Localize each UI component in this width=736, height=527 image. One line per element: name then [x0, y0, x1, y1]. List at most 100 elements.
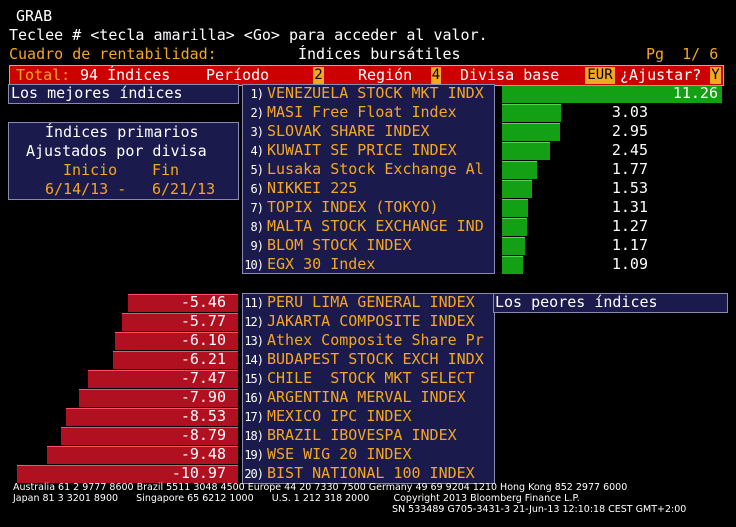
- index-row[interactable]: 19) WSE WIG 20 INDEX: [243, 445, 412, 464]
- gain-value: 1.77: [611, 160, 648, 178]
- period-label: Período: [206, 66, 270, 84]
- row-number: 11): [244, 296, 264, 310]
- worst-label: Los peores índices: [495, 293, 658, 311]
- region-field[interactable]: 4: [431, 67, 441, 84]
- best-list: 1) VENEZUELA STOCK MKT INDX 2) MASI Free Fl…: [242, 84, 495, 274]
- index-row[interactable]: 20) BIST NATIONAL 100 INDEX: [243, 464, 474, 483]
- total-value: 94 Índices: [80, 66, 171, 84]
- row-number: 19): [244, 448, 264, 462]
- index-row[interactable]: 3) SLOVAK SHARE INDEX: [243, 122, 430, 141]
- index-row[interactable]: 8) MALTA STOCK EXCHANGE IND: [243, 217, 484, 236]
- index-row[interactable]: 5) Lusaka Stock Exchange Al: [243, 160, 484, 179]
- end-label: Fin: [152, 161, 180, 179]
- index-name: ARGENTINA MERVAL INDEX: [267, 388, 466, 406]
- gain-value: 1.17: [611, 236, 648, 254]
- index-name: BUDAPEST STOCK EXCH INDX: [267, 350, 484, 368]
- loss-bar: [113, 351, 238, 369]
- toolbar: Total: 94 Índices Período 2 Región 4 Div…: [9, 65, 724, 86]
- index-row[interactable]: 10) EGX 30 Index: [243, 255, 375, 274]
- index-row[interactable]: 15) CHILE STOCK MKT SELECT: [243, 369, 475, 388]
- total-label: Total:: [16, 66, 71, 84]
- row-number: 7): [250, 201, 264, 215]
- worst-label-box: Los peores índices: [493, 293, 728, 313]
- gain-bar: [502, 85, 722, 103]
- index-row[interactable]: 14) BUDAPEST STOCK EXCH INDX: [243, 350, 484, 369]
- index-name: WSE WIG 20 INDEX: [267, 445, 412, 463]
- row-number: 20): [244, 467, 264, 481]
- gain-value: 1.31: [611, 198, 648, 216]
- row-number: 12): [244, 315, 264, 329]
- worst-list: 11) PERU LIMA GENERAL INDEX 12) JAKARTA COM…: [242, 293, 495, 484]
- loss-value: -5.46: [180, 293, 226, 311]
- index-row[interactable]: 9) BLOM STOCK INDEX: [243, 236, 412, 255]
- page-indicator: Pg 1/ 6: [646, 45, 719, 63]
- gain-value: 2.95: [611, 122, 648, 140]
- gain-value: 2.45: [611, 141, 648, 159]
- index-row[interactable]: 16) ARGENTINA MERVAL INDEX: [243, 388, 466, 407]
- index-name: Athex Composite Share Pr: [267, 331, 484, 349]
- app-title: GRAB: [16, 7, 53, 25]
- gain-value: 11.26: [672, 84, 718, 102]
- loss-bar: [88, 370, 238, 388]
- loss-value: -6.10: [180, 331, 226, 349]
- loss-value: -7.47: [180, 369, 226, 387]
- index-name: Lusaka Stock Exchange Al: [267, 160, 484, 178]
- index-row[interactable]: 7) TOPIX INDEX (TOKYO): [243, 198, 439, 217]
- loss-value: -5.77: [180, 312, 226, 330]
- index-name: CHILE STOCK MKT SELECT: [267, 369, 475, 387]
- index-name: BLOM STOCK INDEX: [267, 236, 412, 254]
- index-row[interactable]: 12) JAKARTA COMPOSITE INDEX: [243, 312, 474, 331]
- row-number: 8): [250, 220, 264, 234]
- loss-value: -6.21: [180, 350, 226, 368]
- gain-bar: [502, 237, 525, 255]
- gain-bar: [502, 180, 532, 198]
- end-date[interactable]: 6/21/13: [152, 180, 216, 198]
- adjust-field[interactable]: Y: [710, 67, 721, 84]
- index-name: MALTA STOCK EXCHANGE IND: [267, 217, 484, 235]
- subheader-left: Cuadro de rentabilidad:: [9, 45, 217, 63]
- gain-value: 3.03: [611, 103, 648, 121]
- index-row[interactable]: 17) MEXICO IPC INDEX: [243, 407, 411, 426]
- index-row[interactable]: 13) Athex Composite Share Pr: [243, 331, 484, 350]
- loss-bar: [122, 313, 238, 331]
- index-name: VENEZUELA STOCK MKT INDX: [267, 84, 484, 102]
- index-row[interactable]: 2) MASI Free Float Index: [243, 103, 457, 122]
- row-number: 1): [250, 87, 264, 101]
- row-number: 14): [244, 353, 264, 367]
- index-row[interactable]: 18) BRAZIL IBOVESPA INDEX: [243, 426, 457, 445]
- index-name: NIKKEI 225: [267, 179, 358, 197]
- index-row[interactable]: 1) VENEZUELA STOCK MKT INDX: [243, 84, 484, 103]
- row-number: 15): [244, 372, 264, 386]
- info-box: Índices primarios Ajustados por divisa I…: [8, 122, 239, 200]
- info-line1: Índices primarios: [45, 123, 199, 141]
- index-row[interactable]: 11) PERU LIMA GENERAL INDEX: [243, 293, 475, 312]
- index-row[interactable]: 6) NIKKEI 225: [243, 179, 358, 198]
- row-number: 9): [250, 239, 264, 253]
- index-name: BRAZIL IBOVESPA INDEX: [267, 426, 457, 444]
- loss-value: -10.97: [171, 464, 226, 482]
- gain-value: 1.53: [611, 179, 648, 197]
- best-label: Los mejores índices: [11, 84, 183, 102]
- row-number: 17): [244, 410, 264, 424]
- index-name: PERU LIMA GENERAL INDEX: [267, 293, 475, 311]
- region-label: Región: [358, 66, 413, 84]
- row-number: 2): [250, 106, 264, 120]
- footer-line3: SN 533489 G705-3431-3 21-Jun-13 12:10:18…: [392, 504, 687, 515]
- page-title: Índices bursátiles: [298, 45, 461, 63]
- gain-value: 1.27: [611, 217, 648, 235]
- loss-value: -7.90: [180, 388, 226, 406]
- row-number: 18): [244, 429, 264, 443]
- best-bars: 11.26 3.03 2.95 2.45 1.77 1.53 1.31 1.27 1.17 1.0…: [502, 84, 724, 274]
- index-name: MASI Free Float Index: [267, 103, 457, 121]
- row-number: 4): [250, 144, 264, 158]
- loss-bar: [66, 408, 238, 426]
- instruction-text: Teclee # <tecla amarilla> <Go> para acce…: [9, 26, 488, 44]
- period-field[interactable]: 2: [313, 67, 324, 84]
- currency-field[interactable]: EUR: [585, 67, 615, 84]
- index-row[interactable]: 4) KUWAIT SE PRICE INDEX: [243, 141, 457, 160]
- start-label: Inicio: [63, 161, 118, 179]
- gain-bar: [502, 218, 527, 236]
- start-date[interactable]: 6/14/13 -: [45, 180, 127, 198]
- row-number: 10): [244, 258, 264, 272]
- info-line2: Ajustados por divisa: [26, 142, 207, 160]
